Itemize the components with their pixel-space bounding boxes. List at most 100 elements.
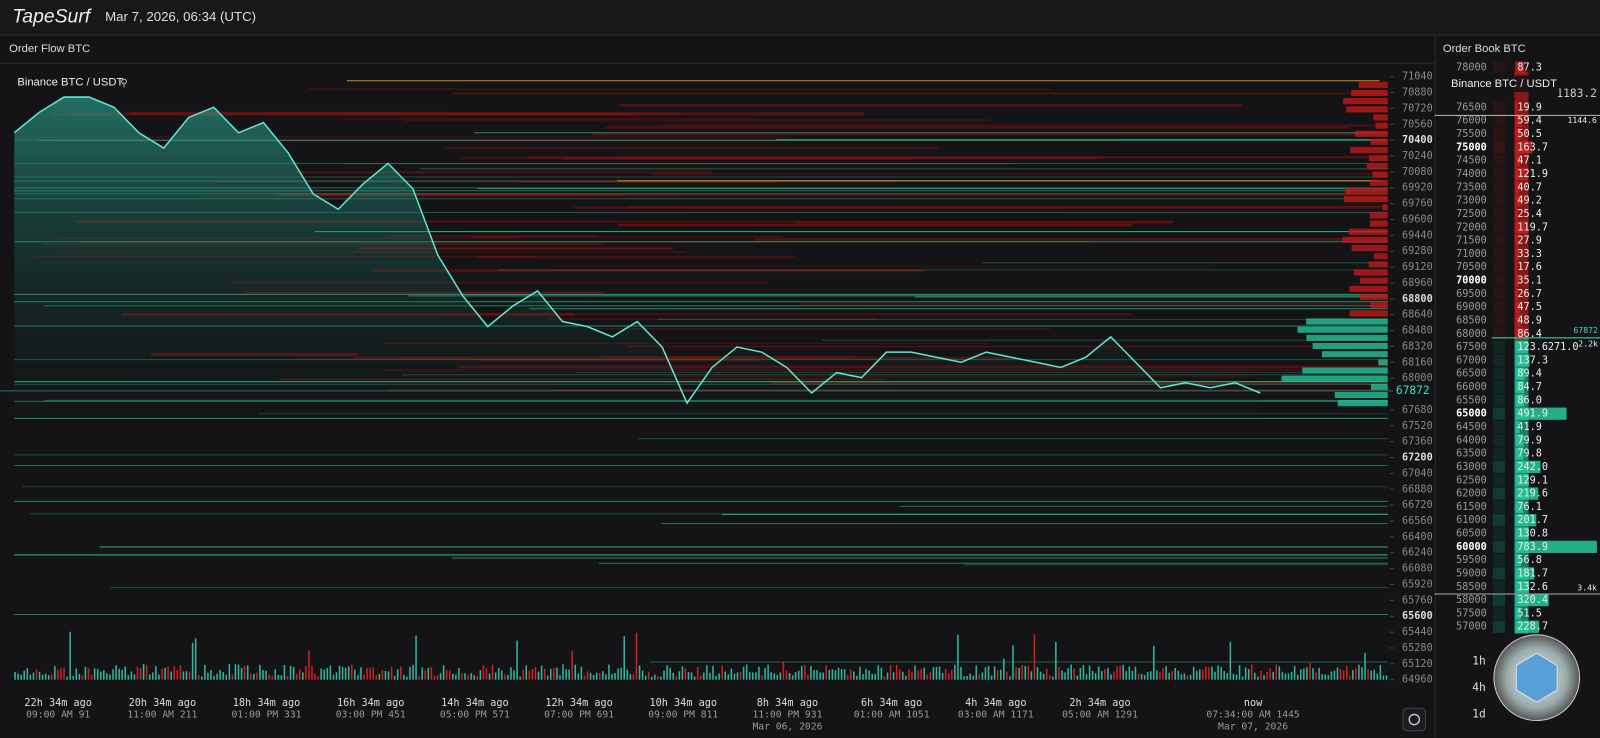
label-bg (1446, 75, 1560, 92)
volume-bar (90, 674, 93, 680)
volume-bar (1097, 666, 1100, 680)
volume-bar (1367, 669, 1369, 680)
volume-bar (938, 666, 941, 680)
volume-bar (1254, 672, 1256, 680)
book-qty: 19.9 (1517, 102, 1542, 113)
book-price: 62500 (1456, 475, 1487, 486)
volume-bar (106, 673, 108, 680)
volume-cell (1492, 407, 1506, 420)
volume-profile (1351, 245, 1388, 252)
book-qty: 41.9 (1517, 422, 1542, 433)
volume-bar (773, 673, 775, 680)
volume-bar (1241, 676, 1244, 680)
volume-bar (602, 671, 604, 680)
time-ago: 2h 34m ago (1069, 698, 1130, 709)
time-ago: 18h 34m ago (233, 698, 300, 709)
book-price: 78000 (1456, 62, 1487, 73)
volume-bar (1205, 666, 1207, 680)
volume-bar (320, 668, 322, 680)
volume-bar (1247, 669, 1250, 680)
volume-bar (1345, 666, 1348, 680)
volume-bar (1021, 665, 1023, 680)
volume-bar (1195, 670, 1198, 680)
volume-bar (139, 668, 142, 680)
volume-bar (329, 665, 332, 680)
volume-bar (1223, 671, 1225, 680)
volume-bar (507, 675, 509, 680)
volume-bar (1361, 667, 1363, 680)
volume-bar (1515, 447, 1524, 460)
timeframe[interactable]: 1h (1472, 654, 1486, 667)
volume-bar (292, 667, 295, 680)
book-price: 62000 (1456, 489, 1487, 500)
volume-bar (693, 676, 696, 680)
volume-bar (837, 667, 840, 680)
price-tick-label: 68480 (1402, 326, 1433, 337)
price-area (14, 97, 1261, 419)
volume-bar (1006, 671, 1008, 680)
volume-bar (1257, 676, 1259, 680)
volume-bar (421, 667, 423, 680)
volume-bar (721, 665, 723, 680)
side-label: 3.4k (1577, 582, 1597, 592)
volume-cell (1492, 514, 1506, 527)
volume-bar (1159, 671, 1161, 680)
price-tick-label: 66240 (1402, 548, 1433, 559)
volume-bar (375, 675, 378, 680)
volume-profile (1312, 342, 1388, 350)
volume-bar (1055, 642, 1057, 680)
volume-bar (785, 670, 788, 680)
volume-bar (892, 672, 895, 680)
volume-bar (1122, 664, 1124, 680)
timeframe[interactable]: 4h (1472, 681, 1486, 694)
book-qty: 491.9 (1517, 409, 1548, 420)
logo[interactable]: TapeSurf (12, 6, 93, 28)
price-tick-label: 66880 (1402, 484, 1433, 495)
volume-bar (1027, 665, 1030, 680)
volume-bar (1515, 221, 1528, 234)
book-qty: 87.3 (1517, 62, 1542, 73)
volume-bar (510, 667, 512, 680)
volume-bar (1358, 664, 1360, 680)
volume-bar (776, 675, 779, 680)
volume-bar (1073, 668, 1075, 680)
volume-profile (1366, 163, 1388, 170)
volume-bar (1515, 287, 1519, 300)
volume-bar (1153, 645, 1155, 680)
timeframe[interactable]: 1d (1472, 707, 1486, 720)
side-label: 1183.2 (1556, 87, 1597, 100)
volume-bar (1104, 669, 1106, 680)
time-label: 01:00 AM 1051 (854, 709, 930, 720)
pin-icon[interactable]: ⚲ (120, 78, 127, 89)
volume-profile (1349, 285, 1388, 292)
volume-bar (1515, 420, 1520, 434)
price-tick-label: 71040 (1402, 72, 1433, 83)
volume-bar (1515, 181, 1520, 194)
volume-bar (136, 666, 139, 680)
volume-bar (782, 661, 785, 680)
volume-bar (801, 665, 803, 680)
book-price: 71500 (1456, 236, 1487, 247)
volume-bar (550, 668, 552, 680)
volume-bar (112, 669, 114, 680)
volume-bar (188, 671, 191, 680)
volume-bar (562, 664, 564, 680)
volume-bar (1515, 514, 1537, 527)
book-qty: 79.8 (1517, 449, 1542, 460)
volume-bar (84, 666, 87, 680)
book-price: 70500 (1456, 262, 1487, 273)
volume-bar (874, 673, 877, 680)
volume-cell (1492, 620, 1506, 633)
volume-profile (1302, 367, 1388, 374)
volume-bar (972, 675, 974, 680)
price-tick-label: 66720 (1402, 500, 1433, 511)
volume-bar (1217, 665, 1219, 680)
volume-bar (758, 666, 760, 680)
volume-bar (984, 667, 987, 680)
volume-bar (559, 675, 561, 680)
volume-bar (470, 673, 472, 680)
volume-bar (1150, 671, 1152, 680)
refresh-button[interactable] (1402, 707, 1427, 732)
volume-bar (794, 672, 797, 680)
volume-bar (1312, 668, 1314, 680)
